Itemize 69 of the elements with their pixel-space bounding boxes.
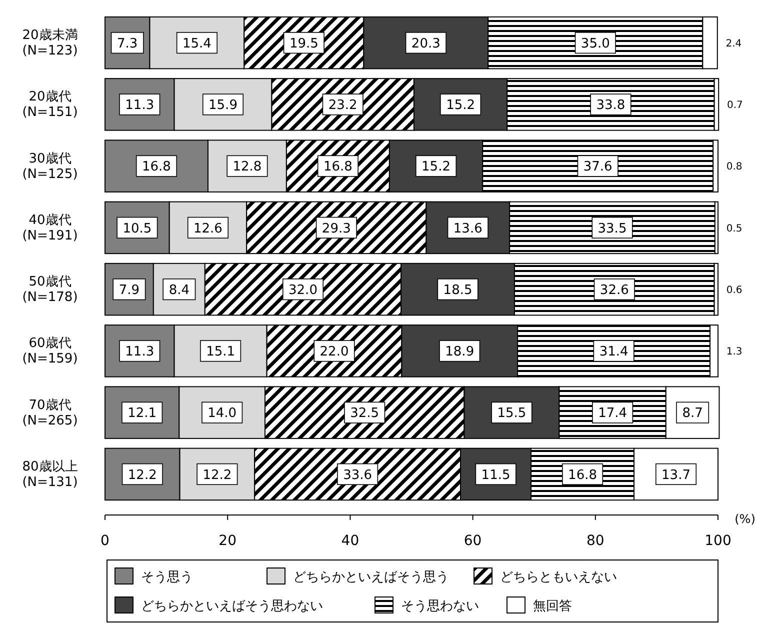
legend-label: 無回答: [533, 599, 572, 614]
legend-label: そう思う: [141, 570, 193, 585]
data-label: 13.6: [453, 221, 482, 236]
x-tick-label: 20: [218, 533, 237, 549]
y-tick-label: 20歳未満 (N=123): [22, 28, 78, 59]
data-label: 15.2: [422, 160, 450, 175]
data-label: 16.8: [142, 160, 171, 175]
x-tick-label: 100: [704, 533, 732, 549]
data-label: 32.5: [350, 406, 380, 422]
x-tick-label: 40: [341, 533, 360, 549]
data-label: 29.3: [322, 221, 351, 236]
legend-label: どちらかといえばそう思わない: [141, 599, 323, 614]
data-label: 8.7: [682, 406, 703, 422]
x-tick-label: 0: [100, 533, 110, 549]
data-label: 18.9: [445, 344, 474, 360]
data-label: 33.8: [596, 98, 626, 114]
data-label: 20.3: [411, 36, 440, 52]
data-label: 15.5: [497, 406, 526, 422]
data-label: 32.6: [600, 282, 629, 298]
data-label: 12.8: [232, 160, 262, 175]
legend-label: そう思わない: [401, 599, 479, 614]
data-label: 7.3: [117, 36, 138, 52]
data-label: 17.4: [598, 406, 628, 422]
data-label: 8.4: [168, 282, 190, 298]
data-label: 11.3: [125, 344, 154, 360]
data-label: 15.4: [182, 36, 212, 52]
x-tick-label: 80: [586, 533, 604, 549]
data-label: 12.2: [202, 468, 232, 483]
data-label: 0.8: [726, 162, 742, 173]
y-tick-label: 40歳代 (N=191): [22, 212, 78, 244]
data-label: 22.0: [320, 344, 349, 360]
data-label: 16.8: [323, 160, 352, 175]
data-label: 18.5: [443, 282, 472, 298]
data-label: 33.5: [598, 221, 627, 236]
data-label: 0.6: [726, 284, 742, 296]
data-label: 32.0: [288, 282, 318, 298]
data-label: 12.1: [128, 406, 157, 422]
data-label: 13.7: [662, 468, 690, 483]
data-label: 35.0: [580, 36, 610, 52]
data-label: 15.1: [206, 344, 236, 360]
data-label: 12.6: [194, 221, 222, 236]
y-tick-label: 20歳代 (N=151): [22, 90, 78, 120]
data-label: 19.5: [289, 36, 318, 52]
data-label: 23.2: [328, 98, 358, 114]
data-label: 7.9: [118, 282, 140, 298]
data-label: 15.2: [446, 98, 476, 114]
x-axis-title: (%): [734, 512, 756, 526]
data-label: 10.5: [122, 221, 152, 236]
data-label: 11.3: [125, 98, 154, 114]
legend-label: どちらともいえない: [500, 570, 617, 585]
data-label: 33.6: [343, 468, 372, 483]
y-tick-label: 60歳代 (N=159): [22, 336, 78, 367]
y-tick-label: 80歳以上 (N=131): [22, 459, 78, 490]
data-label: 1.3: [726, 346, 742, 358]
y-tick-label: 70歳代 (N=265): [22, 398, 78, 428]
data-label: 16.8: [568, 468, 598, 483]
data-label: 0.5: [726, 223, 742, 234]
data-label: 37.6: [583, 160, 612, 175]
data-label: 11.5: [481, 468, 510, 483]
data-label: 2.4: [726, 38, 742, 50]
y-tick-label: 50歳代 (N=178): [22, 274, 78, 306]
legend-label: どちらかといえばそう思う: [293, 570, 449, 585]
x-tick-label: 60: [464, 533, 482, 549]
data-label: 14.0: [208, 406, 237, 422]
data-label: 0.7: [726, 100, 743, 112]
data-label: 12.2: [128, 468, 157, 483]
data-label: 15.9: [208, 98, 238, 114]
y-tick-label: 30歳代 (N=125): [22, 151, 78, 182]
data-label: 31.4: [599, 344, 628, 360]
